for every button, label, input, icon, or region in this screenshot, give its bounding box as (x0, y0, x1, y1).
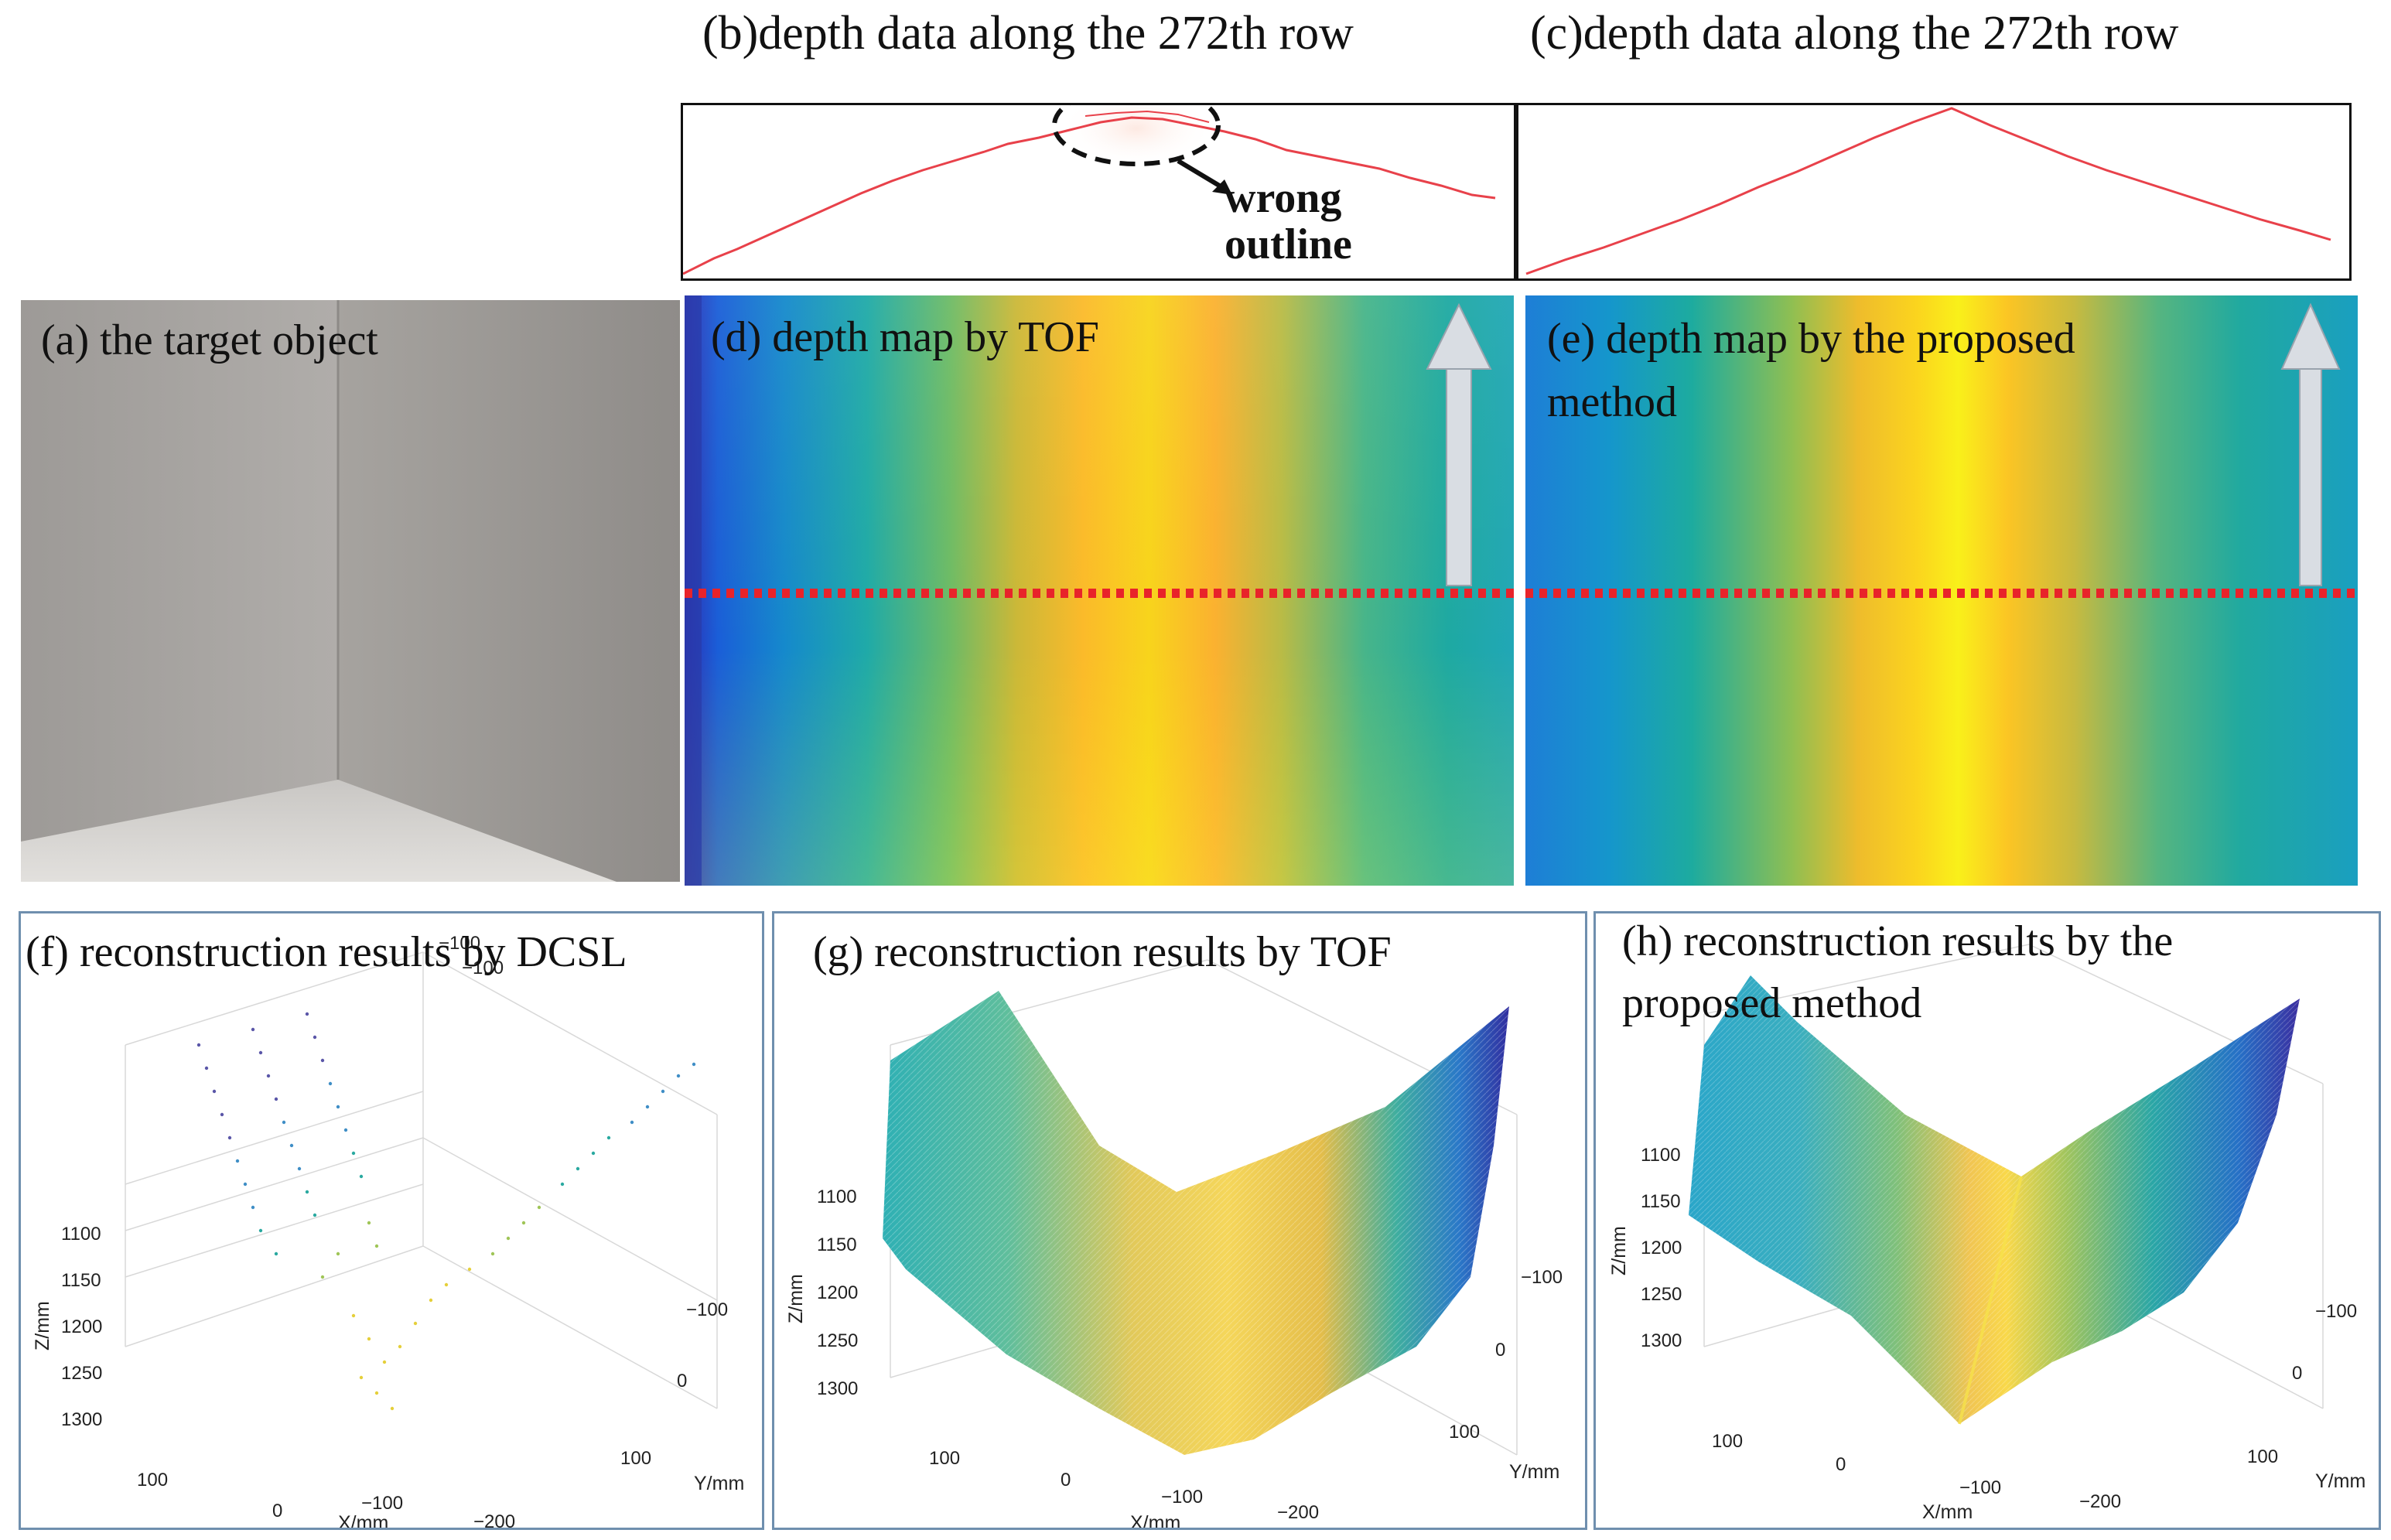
panel-e-depth-map-proposed: (e) depth map by the proposed method (1525, 295, 2358, 886)
z-tick: 1250 (1641, 1284, 1682, 1305)
x-tick: −200 (2079, 1491, 2121, 1512)
panel-a-target-photo: (a) the target object (21, 300, 680, 882)
annotation-outline: outline (1225, 220, 1352, 268)
x-tick: 0 (272, 1501, 282, 1521)
y-tick: −100 (2315, 1301, 2357, 1322)
z-tick: 1200 (817, 1282, 858, 1303)
z-tick: 1300 (817, 1378, 858, 1399)
caption-a: (a) the target object (41, 316, 378, 364)
y-tick: −100 (1521, 1267, 1563, 1288)
z-tick: 1250 (817, 1330, 858, 1351)
z-axis-label: Z/mm (785, 1274, 807, 1323)
x-tick: 0 (1061, 1470, 1071, 1490)
y-tick: −100 (686, 1299, 728, 1320)
z-tick: 1150 (817, 1234, 857, 1255)
upward-arrow-e (2280, 302, 2341, 586)
y-tick: 0 (2292, 1363, 2302, 1384)
scatter-points-f (196, 1012, 696, 1411)
z-tick: 1200 (1641, 1238, 1682, 1258)
x-tick: −100 (361, 1493, 403, 1514)
z-tick: 1150 (61, 1270, 101, 1291)
y-tick: 0 (677, 1371, 687, 1391)
profile-b-plot (683, 105, 1496, 275)
caption-e-line1: (e) depth map by the proposed (1547, 315, 2075, 363)
z-tick: 1300 (61, 1409, 102, 1430)
caption-f: (f) reconstruction results by DCSL (26, 928, 627, 976)
wrong-outline-circle (1052, 105, 1221, 166)
y-axis-label: Y/mm (1509, 1461, 1559, 1483)
panel-c-depth-profile (1516, 103, 2352, 281)
profile-c-line (1525, 107, 2331, 275)
caption-e-line2: method (1547, 378, 1677, 426)
profile-c-plot (1525, 107, 2331, 275)
panel-b-depth-profile: wrong outline (681, 103, 1516, 281)
plot-g-3d: 1100 1150 1200 1250 1300 Z/mm 100 0 −100… (785, 959, 1563, 1528)
caption-h-line1: (h) reconstruction results by the (1622, 917, 2174, 965)
y-axis-label: Y/mm (2315, 1470, 2365, 1492)
x-tick: −200 (1277, 1502, 1319, 1523)
x-axis-label: X/mm (1130, 1512, 1180, 1528)
z-tick: 1150 (1641, 1191, 1681, 1212)
stray-tick: −100 (462, 958, 504, 978)
caption-d: (d) depth map by TOF (711, 313, 1099, 361)
z-tick: 1250 (61, 1363, 102, 1384)
x-tick: −100 (1161, 1487, 1203, 1508)
x-tick: −200 (473, 1511, 515, 1528)
y-tick: 100 (1449, 1422, 1480, 1443)
plot-f-3d: 1100 1150 1200 1250 1300 Z/mm 100 0 −100… (32, 933, 744, 1528)
z-axis-label: Z/mm (1608, 1226, 1630, 1275)
z-tick: 1100 (1641, 1145, 1681, 1166)
panel-g-reconstruction-tof: 1100 1150 1200 1250 1300 Z/mm 100 0 −100… (772, 911, 1587, 1530)
z-tick: 1100 (61, 1224, 101, 1245)
x-tick: 100 (137, 1470, 168, 1490)
z-axis-label: Z/mm (32, 1301, 53, 1350)
x-tick: 100 (929, 1448, 960, 1469)
caption-g: (g) reconstruction results by TOF (813, 928, 1392, 976)
x-axis-label: X/mm (338, 1512, 388, 1528)
z-tick: 1100 (817, 1187, 857, 1207)
y-axis-label: Y/mm (694, 1473, 744, 1494)
profile-b-line (683, 116, 1496, 275)
plot-h-3d: 1100 1150 1200 1250 1300 Z/mm 100 0 −100… (1608, 944, 2365, 1523)
x-tick: −100 (1959, 1477, 2001, 1498)
y-tick: 0 (1495, 1340, 1505, 1361)
panel-f-reconstruction-dcsl: 1100 1150 1200 1250 1300 Z/mm 100 0 −100… (19, 911, 764, 1530)
upward-arrow-d (1426, 302, 1492, 586)
caption-b: (b)depth data along the 272th row (702, 7, 1354, 60)
panel-h-reconstruction-proposed: 1100 1150 1200 1250 1300 Z/mm 100 0 −100… (1593, 911, 2381, 1530)
stray-tick: −100 (439, 933, 480, 954)
depth-map-tof (685, 295, 1514, 886)
z-tick: 1300 (1641, 1330, 1682, 1351)
x-tick: 100 (1712, 1431, 1743, 1452)
panel-d-depth-map-tof: (d) depth map by TOF (685, 295, 1514, 886)
depth-map-proposed (1525, 295, 2358, 886)
annotation-wrong: wrong (1225, 174, 1342, 222)
x-axis-label: X/mm (1922, 1501, 1973, 1523)
y-tick: 100 (2247, 1446, 2278, 1467)
x-tick: 0 (1836, 1454, 1846, 1475)
y-tick: 100 (620, 1448, 651, 1469)
caption-h-line2: proposed method (1622, 979, 1922, 1027)
z-tick: 1200 (61, 1316, 102, 1337)
target-object-image (21, 300, 680, 882)
caption-c: (c)depth data along the 272th row (1530, 7, 2179, 60)
